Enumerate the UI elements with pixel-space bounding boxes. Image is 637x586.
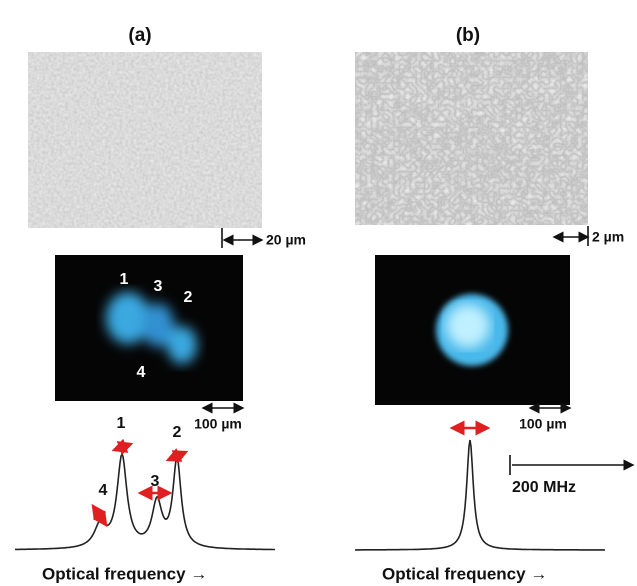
spectrum [15, 451, 275, 551]
emission-core [446, 304, 490, 348]
spot-label: 4 [137, 364, 146, 381]
panel-label: (b) [456, 25, 480, 46]
x-axis-label: Optical frequency → [382, 564, 547, 583]
scale-label: 20 µm [266, 232, 306, 248]
linewidth-arrows [91, 438, 189, 528]
peak-label: 1 [117, 415, 126, 432]
scale-label: 100 µm [519, 416, 567, 432]
grain-boundaries [27, 51, 263, 229]
peak-label: 2 [173, 424, 182, 441]
emission-spots [106, 292, 197, 364]
sem-image [355, 52, 588, 225]
spectrum [355, 439, 605, 551]
scale-label: 100 µm [194, 416, 242, 432]
spot-label: 1 [120, 271, 129, 288]
x-axis-label: Optical frequency → [42, 564, 207, 583]
spot-label: 2 [184, 289, 193, 306]
sem-image [28, 52, 262, 228]
width-label: 200 MHz [512, 479, 576, 496]
peak-label: 3 [151, 473, 160, 490]
peak-label: 4 [99, 482, 108, 499]
panel-label: (a) [128, 25, 151, 46]
scale-label: 2 µm [592, 229, 624, 245]
spot-label: 3 [154, 278, 163, 295]
